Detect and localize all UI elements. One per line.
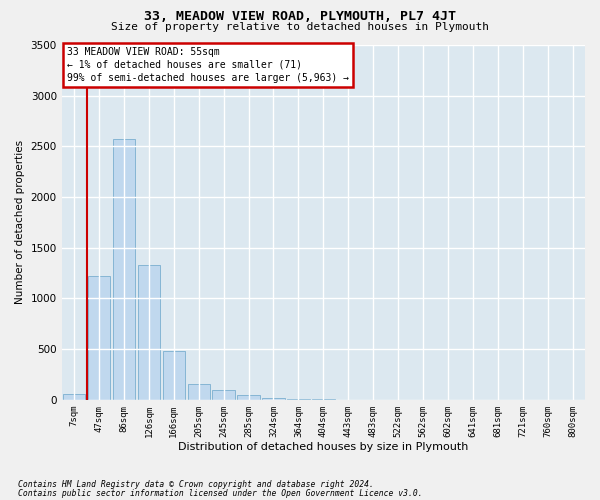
Bar — [287, 399, 310, 400]
Bar — [137, 265, 160, 400]
Bar — [238, 396, 260, 400]
Text: Contains public sector information licensed under the Open Government Licence v3: Contains public sector information licen… — [18, 488, 422, 498]
X-axis label: Distribution of detached houses by size in Plymouth: Distribution of detached houses by size … — [178, 442, 469, 452]
Bar — [88, 276, 110, 400]
Bar — [188, 384, 210, 400]
Bar — [262, 398, 285, 400]
Bar — [163, 351, 185, 400]
Text: 33 MEADOW VIEW ROAD: 55sqm
← 1% of detached houses are smaller (71)
99% of semi-: 33 MEADOW VIEW ROAD: 55sqm ← 1% of detac… — [67, 47, 349, 83]
Text: Contains HM Land Registry data © Crown copyright and database right 2024.: Contains HM Land Registry data © Crown c… — [18, 480, 374, 489]
Bar — [63, 394, 85, 400]
Bar — [212, 390, 235, 400]
Y-axis label: Number of detached properties: Number of detached properties — [15, 140, 25, 304]
Text: Size of property relative to detached houses in Plymouth: Size of property relative to detached ho… — [111, 22, 489, 32]
Text: 33, MEADOW VIEW ROAD, PLYMOUTH, PL7 4JT: 33, MEADOW VIEW ROAD, PLYMOUTH, PL7 4JT — [144, 10, 456, 23]
Bar — [113, 140, 135, 400]
